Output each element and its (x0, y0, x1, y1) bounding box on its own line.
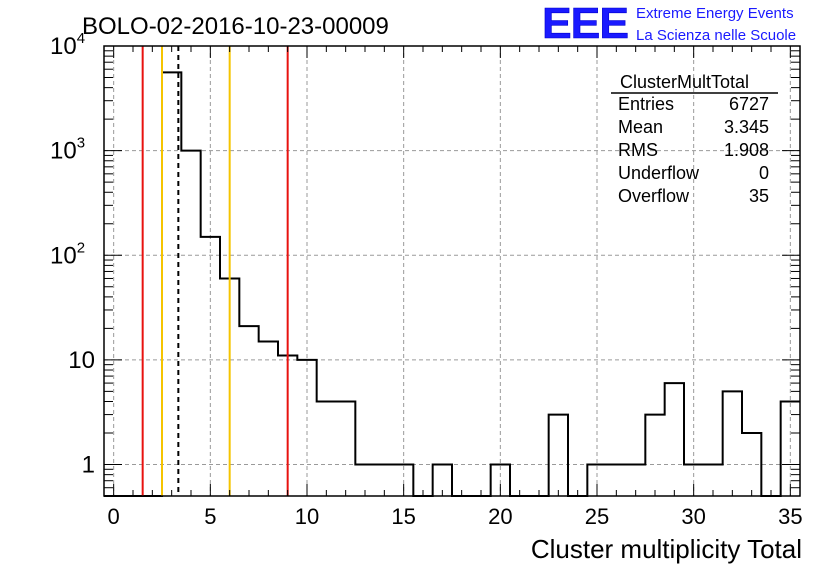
logo-line1: Extreme Energy Events (636, 5, 794, 22)
y-tick-label: 1 (82, 452, 95, 479)
stats-value-entries: 6727 (729, 94, 769, 114)
histogram-outline (104, 71, 800, 497)
stats-label-entries: Entries (618, 94, 674, 114)
x-tick-label: 10 (295, 504, 319, 529)
histogram-bin (201, 237, 220, 496)
axis-ticks (104, 45, 800, 497)
stats-box: ClusterMultTotal Entries 6727 Mean 3.345… (611, 72, 778, 206)
histogram-bin (239, 326, 258, 496)
stats-label-mean: Mean (618, 117, 663, 137)
y-tick-label: 102 (50, 239, 85, 269)
stats-value-underflow: 0 (759, 163, 769, 183)
histogram-bin (645, 415, 664, 496)
histogram-bin (336, 402, 355, 496)
stats-value-rms: 1.908 (724, 140, 769, 160)
chart-title: BOLO-02-2016-10-23-00009 (82, 13, 389, 40)
marker-lines (141, 46, 289, 496)
x-tick-label: 0 (108, 504, 120, 529)
stats-label-underflow: Underflow (618, 163, 700, 183)
x-tick-label: 15 (391, 504, 415, 529)
stats-label-rms: RMS (618, 140, 658, 160)
y-tick-label: 104 (50, 30, 85, 60)
histogram-bin (723, 391, 742, 496)
stats-value-overflow: 35 (749, 186, 769, 206)
histogram-bin (181, 151, 200, 496)
x-tick-label: 35 (778, 504, 802, 529)
stats-title: ClusterMultTotal (620, 72, 749, 92)
histogram-bin (259, 341, 278, 496)
stats-label-overflow: Overflow (618, 186, 690, 206)
x-axis-label: Cluster multiplicity Total (531, 534, 802, 564)
grid (104, 45, 800, 496)
x-tick-label: 5 (204, 504, 216, 529)
logo-mark: EEE (542, 0, 628, 48)
plot-frame (103, 45, 801, 497)
histogram-bin (317, 402, 336, 496)
eee-logo: EEE Extreme Energy Events La Scienza nel… (542, 0, 796, 48)
histogram-series (104, 71, 800, 497)
y-tick-label: 103 (50, 135, 85, 165)
plot-frame-rect (103, 45, 801, 497)
logo-line2: La Scienza nelle Scuole (636, 27, 796, 44)
x-tick-label: 30 (681, 504, 705, 529)
histogram-bin (549, 415, 568, 496)
histogram-bin (665, 383, 684, 496)
tick-labels: 0 5 10 15 20 25 30 35 1 10 102 103 104 (50, 30, 803, 529)
y-tick-label: 10 (68, 347, 95, 374)
x-tick-label: 20 (488, 504, 512, 529)
x-tick-label: 25 (585, 504, 609, 529)
stats-value-mean: 3.345 (724, 117, 769, 137)
